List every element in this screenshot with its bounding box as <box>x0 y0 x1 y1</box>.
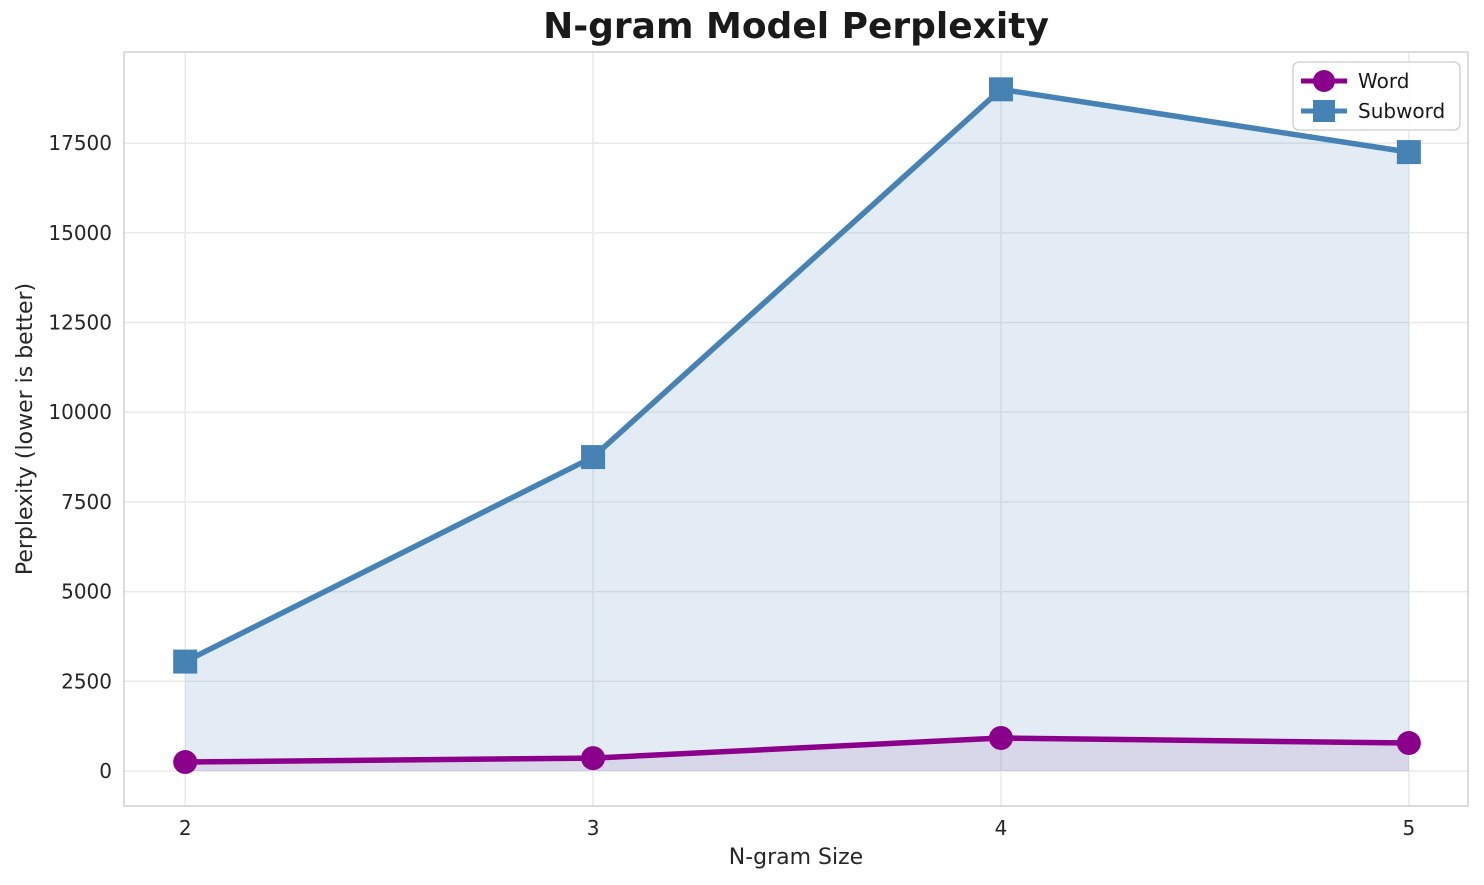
y-tick-label: 2500 <box>61 669 112 693</box>
legend-marker-word-circle-icon <box>1313 70 1335 92</box>
gridlines <box>124 52 1468 806</box>
x-tick-label: 5 <box>1402 816 1415 840</box>
y-tick-label: 17500 <box>48 131 112 155</box>
area-fill-word <box>185 738 1409 772</box>
data-point-subword <box>173 649 198 674</box>
data-point-word <box>173 750 198 775</box>
legend-label-subword: Subword <box>1358 99 1445 123</box>
data-point-subword <box>581 445 606 470</box>
y-axis-label: Perplexity (lower is better) <box>13 283 38 575</box>
series-line-word <box>182 735 1412 765</box>
series-lines <box>173 77 1421 775</box>
x-tick-label: 4 <box>995 816 1008 840</box>
x-axis-tick-labels: 2 3 4 5 <box>179 816 1415 840</box>
y-tick-label: 5000 <box>61 580 112 604</box>
legend: Word Subword <box>1292 61 1461 131</box>
data-point-subword <box>988 77 1013 102</box>
data-point-word <box>1396 731 1421 756</box>
x-axis-label: N-gram Size <box>729 845 863 870</box>
data-point-word <box>581 746 606 771</box>
data-point-word <box>988 726 1013 751</box>
y-tick-label: 0 <box>99 759 112 783</box>
series-line-subword <box>182 86 1412 665</box>
area-fill-subword <box>185 89 1409 772</box>
x-tick-label: 3 <box>587 816 600 840</box>
plot-border <box>123 51 1469 807</box>
x-tick-label: 2 <box>179 816 192 840</box>
y-axis-tick-labels: 0 2500 5000 7500 10000 12500 15000 17500 <box>48 131 112 783</box>
y-tick-label: 7500 <box>61 490 112 514</box>
legend-marker-subword-square-icon <box>1313 100 1335 122</box>
chart-title: N-gram Model Perplexity <box>543 6 1049 47</box>
y-tick-label: 15000 <box>48 221 112 245</box>
legend-label-word: Word <box>1358 69 1409 93</box>
data-point-subword <box>1396 140 1421 165</box>
y-tick-label: 12500 <box>48 311 112 335</box>
y-tick-label: 10000 <box>48 400 112 424</box>
area-fills <box>185 89 1409 772</box>
